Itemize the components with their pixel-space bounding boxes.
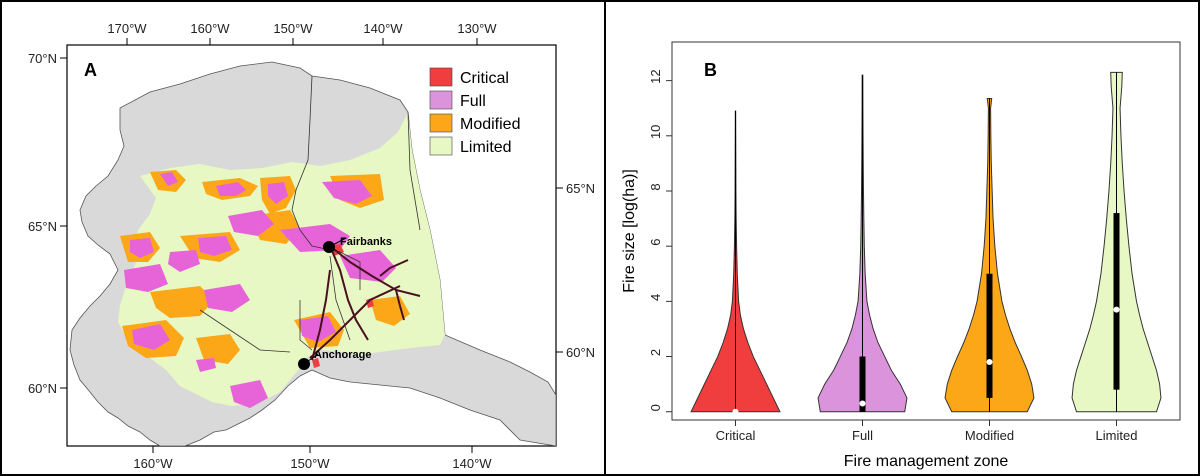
y-tick-label: 8 [648,183,663,190]
fairbanks-label: Fairbanks [340,236,392,248]
x-tick-label: Full [852,428,873,443]
legend-label-limited: Limited [460,139,512,156]
bottom-lon-label: 160°W [133,456,173,471]
full-zone [124,172,396,408]
median-dot-limited [1113,306,1120,313]
y-tick-label: 6 [648,239,663,246]
legend-swatch-limited [429,136,453,156]
y-tick-label: 10 [648,125,663,139]
y-tick-label: 4 [648,294,663,301]
iqr-box-modified [986,273,993,398]
median-dot-full [859,400,866,407]
iqr-box-full [859,356,866,412]
y-tick-label: 12 [648,69,663,83]
legend-label-full: Full [460,93,486,110]
x-axis-title: Fire management zone [844,453,1009,470]
legend-swatch-full [429,90,453,110]
bottom-lon-label: 140°W [452,456,492,471]
anchorage-label: Anchorage [314,349,371,361]
y-tick-label: 0 [648,404,663,411]
y-tick-label: 2 [648,349,663,356]
x-tick-label: Limited [1096,428,1138,443]
map-axes: 170°W 160°W 150°W 140°W 130°W 160°W 150°W 140°W… [28,21,595,471]
road-network [309,245,421,361]
median-dot-critical [732,408,739,415]
panel-b-frame [604,0,1200,476]
x-tick-label: Modified [965,428,1014,443]
x-tick-label: Critical [716,428,756,443]
legend-label-modified: Modified [460,116,520,133]
critical-zone [312,244,374,368]
right-lat-label: 65°N [566,181,595,196]
iqr-box-limited [1113,213,1120,390]
region-boundaries [199,75,421,353]
top-lon-label: 130°W [457,21,497,36]
left-lat-label: 70°N [28,51,57,66]
map-legend: Critical Full Modified Limited [429,67,520,156]
top-lon-label: 160°W [190,21,230,36]
violin-chart: B 0 2 4 6 8 10 12 Critical Full Modified Limited F… [621,41,1181,470]
top-lon-label: 140°W [363,21,403,36]
right-lat-label: 60°N [566,345,595,360]
legend-swatch-modified [429,113,453,133]
top-lon-label: 170°W [107,21,147,36]
panel-a-label: A [84,60,97,80]
median-dot-modified [986,359,993,366]
y-axis-title: Fire size [log(ha)] [621,169,638,293]
fire-management-map: Fairbanks Anchorage A Critical Full Modifi… [28,21,595,471]
bottom-lon-label: 150°W [290,456,330,471]
legend-label-critical: Critical [460,70,509,87]
top-lon-label: 150°W [273,21,313,36]
left-lat-label: 65°N [28,219,57,234]
left-lat-label: 60°N [28,381,57,396]
panel-b-label: B [704,60,717,80]
legend-swatch-critical [429,67,453,87]
